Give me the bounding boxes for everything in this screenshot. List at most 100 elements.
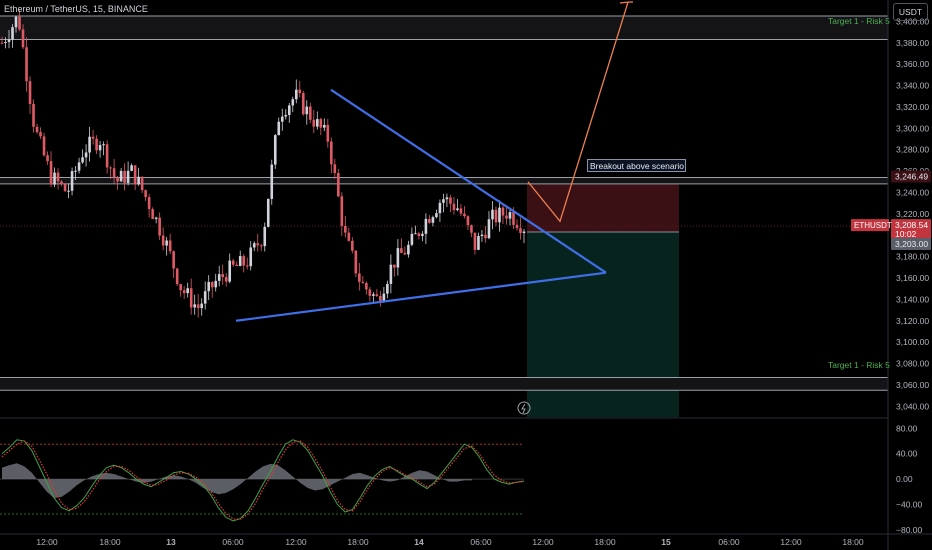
projection-path	[527, 1, 629, 223]
price-tick-label: 3,060.00	[896, 380, 929, 390]
candle-body	[266, 198, 270, 227]
candle-body	[63, 183, 67, 192]
lightning-icon-bolt	[521, 403, 526, 414]
candle-body	[189, 288, 193, 308]
descending-trendline	[330, 88, 607, 274]
osc-tick-label: 40.00	[896, 449, 918, 459]
oscillator-pane	[0, 417, 888, 522]
candle-body	[361, 281, 365, 284]
candle-body	[470, 225, 473, 233]
candle-body	[109, 167, 112, 169]
candle-body	[165, 240, 168, 246]
price-tick-label: 3,180.00	[896, 252, 929, 262]
price-tick-label: 3,220.00	[896, 209, 929, 219]
candle-body	[39, 132, 42, 137]
candle-body	[119, 170, 123, 182]
candle-body	[372, 294, 375, 296]
symbol-title: Ethereum / TetherUS, 15, BINANCE	[4, 4, 148, 14]
price-tick-label: 3,300.00	[896, 123, 929, 133]
candle-body	[217, 274, 221, 281]
candle-body	[245, 265, 249, 267]
candle-body	[326, 124, 330, 142]
candle-body	[291, 99, 295, 106]
last-price-badge-bg	[891, 219, 931, 241]
candle-body	[53, 172, 56, 185]
candle-body	[330, 141, 333, 165]
candle-body	[158, 217, 161, 236]
time-tick-label: 18:00	[347, 537, 369, 547]
candle-body	[60, 181, 63, 184]
candle-body	[396, 248, 400, 268]
candle-body	[147, 197, 151, 210]
candle-body	[249, 247, 253, 267]
candle-body	[116, 177, 119, 182]
candle-body	[494, 209, 498, 223]
candle-body	[214, 280, 218, 288]
candle-body	[252, 243, 256, 248]
projection-arrowhead	[619, 1, 634, 4]
candle-body	[0, 42, 4, 44]
candle-body	[35, 126, 39, 133]
candle-body	[480, 234, 484, 237]
candle-body	[484, 234, 487, 239]
candle-body	[21, 29, 25, 48]
candle-body	[235, 264, 239, 266]
candle-body	[91, 136, 95, 139]
candle-body	[389, 264, 393, 284]
candle-body	[287, 105, 291, 115]
candle-body	[168, 240, 172, 252]
candle-body	[498, 207, 501, 223]
candle-body	[403, 252, 407, 255]
sr-band	[0, 377, 888, 391]
candle-body	[414, 233, 417, 235]
candle-body	[452, 203, 456, 211]
candle-body	[137, 176, 140, 185]
candle-body	[74, 170, 77, 172]
price-tick-label: 3,140.00	[896, 294, 929, 304]
candle-body	[438, 202, 442, 214]
candle-body	[263, 226, 267, 247]
candle-body	[277, 121, 281, 136]
candle-body	[238, 256, 242, 266]
level-upper-badge-bg	[891, 170, 931, 183]
candle-body	[130, 165, 133, 171]
time-tick-label: 06:00	[718, 537, 740, 547]
candle-body	[56, 172, 60, 182]
candle-body	[186, 288, 189, 294]
candle-body	[417, 233, 421, 236]
candle-body	[421, 233, 424, 236]
breakout-note-label[interactable]: Breakout above scenario	[587, 159, 686, 172]
candle-body	[32, 103, 35, 127]
candle-body	[298, 89, 302, 94]
candle-body	[477, 236, 480, 250]
candle-body	[312, 119, 316, 127]
candle-body	[84, 152, 88, 158]
price-tick-label: 3,340.00	[896, 81, 929, 91]
candle-body	[505, 215, 508, 219]
candle-body	[81, 157, 84, 163]
candle-body	[196, 304, 200, 309]
candle-body	[284, 114, 288, 117]
candle-body	[344, 225, 347, 233]
price-tick-label: 3,280.00	[896, 145, 929, 155]
candle-body	[49, 161, 53, 185]
candle-body	[18, 16, 21, 30]
candle-body	[133, 165, 137, 185]
candle-body	[487, 219, 491, 239]
candle-body	[14, 16, 18, 28]
candle-body	[210, 282, 214, 288]
osc-tick-label: 0.00	[896, 474, 913, 484]
candle-body	[501, 207, 505, 216]
sr-band	[0, 177, 888, 184]
price-tick-label: 3,120.00	[896, 316, 929, 326]
candle-body	[161, 235, 165, 246]
candle-body	[98, 145, 102, 151]
candle-body	[354, 250, 358, 274]
candle-body	[424, 218, 428, 234]
ascending-trendline	[235, 271, 607, 322]
price-axis: 3,040.00 3,060.00 3,080.00 3,100.00 3,120.00…	[887, 0, 929, 550]
currency-button[interactable]: USDT	[893, 3, 928, 21]
level-lower-badge-text: 3,203.00	[895, 239, 928, 249]
